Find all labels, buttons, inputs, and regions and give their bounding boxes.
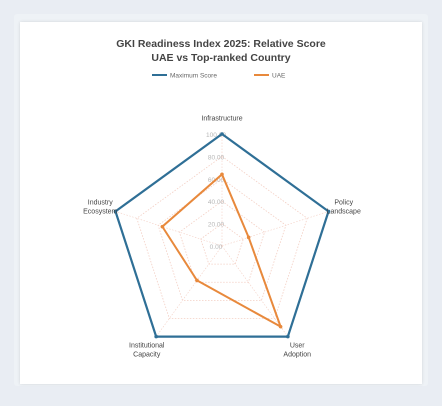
grid-ring xyxy=(200,223,244,265)
grid-spoke xyxy=(115,211,223,247)
tick-label: 20.00 xyxy=(208,222,225,229)
tick-label: 100.00 xyxy=(206,132,226,139)
point-uae-4 xyxy=(160,224,165,229)
axis-label-user-adoption: User Adoption xyxy=(283,343,311,359)
tick-label: 80.00 xyxy=(208,154,225,161)
chart-title: GKI Readiness Index 2025: Relative Score xyxy=(116,38,326,50)
point-maximum-score-0 xyxy=(220,132,224,136)
axis-label-institutional-capacity: Institutional Capacity xyxy=(129,343,165,359)
legend-label-uae: UAE xyxy=(272,73,286,80)
point-maximum-score-3 xyxy=(154,334,158,339)
radar-series xyxy=(113,132,331,339)
axis-label-industry-ecosystem: Industry Ecosystem xyxy=(83,199,117,215)
chart-card xyxy=(20,22,422,384)
series-line-uae xyxy=(161,172,283,329)
point-maximum-score-1 xyxy=(326,209,331,214)
radar-axis-labels: Infrastructure Policy Landscape User Adoptio… xyxy=(83,116,361,359)
legend-label-maximum-score: Maximum Score xyxy=(170,73,217,80)
tick-label: 40.00 xyxy=(208,199,225,206)
axis-label-infrastructure: Infrastructure xyxy=(201,116,242,123)
tick-label: 0.00 xyxy=(210,244,223,251)
series-line-maximum-score xyxy=(114,132,330,338)
grid-spoke xyxy=(155,245,223,337)
axis-label-policy-landscape: Policy Landscape xyxy=(327,199,361,215)
grid-ring xyxy=(178,200,266,283)
grid-spoke xyxy=(221,211,329,247)
point-maximum-score-2 xyxy=(286,334,290,339)
point-uae-0 xyxy=(220,172,224,177)
point-maximum-score-4 xyxy=(113,209,118,214)
chart-subtitle: UAE vs Top-ranked Country xyxy=(151,52,290,64)
legend: Maximum Score UAE xyxy=(152,73,286,80)
point-uae-1 xyxy=(246,235,251,240)
grid-spoke xyxy=(221,245,289,337)
grid-ring xyxy=(136,155,308,319)
point-uae-2 xyxy=(278,324,283,329)
point-uae-3 xyxy=(195,278,199,283)
